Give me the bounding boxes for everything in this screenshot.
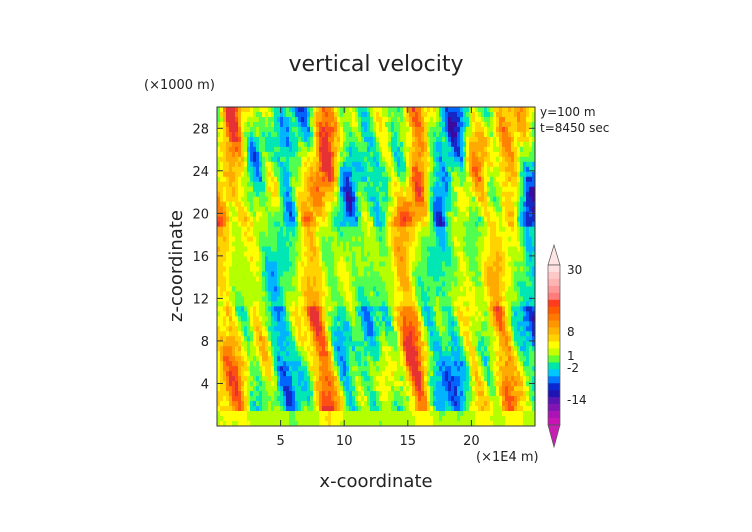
x-tick-label: 5: [276, 434, 284, 449]
colorbar-lower-arrow: [547, 424, 561, 449]
y-axis: 4 8 12 16 20 24 28: [192, 122, 535, 392]
plot-frame: [216, 106, 536, 427]
colorbar-level: [548, 327, 560, 335]
y-tick-label: 4: [201, 377, 209, 392]
x-tick-label: 20: [463, 434, 480, 449]
colorbar-level: [548, 390, 560, 398]
annotation-t: t=8450 sec: [540, 121, 609, 135]
colorbar-level: [548, 383, 560, 391]
colorbar-level: [548, 404, 560, 412]
colorbar-tick-label: 8: [567, 325, 575, 339]
annotation-y: y=100 m: [540, 105, 596, 119]
colorbar-level: [548, 397, 560, 405]
colorbar-level: [548, 355, 560, 363]
heatmap-field: [217, 107, 536, 427]
y-tick-label: 24: [192, 165, 209, 180]
colorbar-level: [548, 292, 560, 301]
y-unit-label: (×1000 m): [144, 78, 215, 93]
colorbar-tick-label: 30: [567, 263, 582, 277]
y-tick-label: 28: [192, 122, 209, 137]
chart-title: vertical velocity: [288, 52, 463, 77]
colorbar-level: [548, 411, 560, 419]
y-axis-label: z-coordinate: [166, 210, 187, 322]
colorbar-level: [548, 348, 560, 356]
x-tick-label: 15: [400, 434, 417, 449]
colorbar-upper-arrow: [547, 243, 561, 266]
y-tick-label: 12: [192, 292, 209, 307]
colorbar-level: [548, 320, 560, 328]
y-tick-label: 20: [192, 207, 209, 222]
x-axis-label: x-coordinate: [319, 471, 432, 492]
colorbar: 30 8 1-2 -14: [547, 243, 587, 449]
colorbar-level: [548, 362, 560, 370]
colorbar-tick-label: -14: [567, 393, 587, 407]
y-tick-label: 16: [192, 250, 209, 265]
colorbar-level: [548, 341, 560, 349]
colorbar-level: [548, 369, 560, 377]
x-axis: 5 10 15 20: [276, 107, 480, 449]
colorbar-level: [548, 306, 560, 314]
colorbar-frame: [547, 264, 561, 426]
x-unit-label: (×1E4 m): [476, 450, 539, 465]
colorbar-level: [548, 313, 560, 321]
colorbar-level: [548, 278, 560, 287]
colorbar-level: [548, 271, 560, 280]
y-tick-label: 8: [201, 335, 209, 350]
colorbar-level: [548, 265, 560, 273]
colorbar-level: [548, 418, 560, 426]
colorbar-tick-label: 1: [567, 349, 575, 363]
colorbar-tick-label: -2: [567, 361, 579, 375]
colorbar-level: [548, 334, 560, 342]
colorbar-level: [548, 299, 560, 308]
colorbar-level: [548, 285, 560, 294]
colorbar-level: [548, 376, 560, 384]
x-tick-label: 10: [336, 434, 353, 449]
